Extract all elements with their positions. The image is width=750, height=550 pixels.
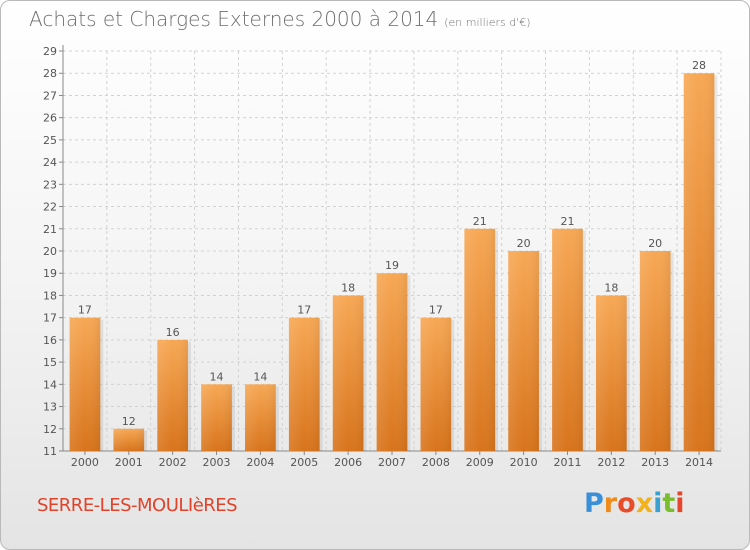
logo-letter: x bbox=[635, 488, 654, 519]
x-tick-label: 2008 bbox=[422, 456, 450, 469]
data-label: 21 bbox=[560, 215, 574, 228]
x-tick-label: 2013 bbox=[641, 456, 669, 469]
y-tick-label: 19 bbox=[43, 267, 57, 280]
data-label: 17 bbox=[429, 304, 443, 317]
data-label: 17 bbox=[297, 304, 311, 317]
x-tick-label: 2014 bbox=[685, 456, 713, 469]
bar-shine bbox=[245, 384, 276, 451]
x-tick-label: 2009 bbox=[466, 456, 494, 469]
data-label: 28 bbox=[692, 59, 706, 72]
y-tick-label: 28 bbox=[43, 67, 57, 80]
logo-letter: P bbox=[584, 488, 604, 519]
data-label: 17 bbox=[78, 304, 92, 317]
y-tick-label: 24 bbox=[43, 156, 57, 169]
x-tick-label: 2004 bbox=[246, 456, 274, 469]
y-tick-label: 26 bbox=[43, 112, 57, 125]
y-tick-label: 12 bbox=[43, 423, 57, 436]
data-label: 21 bbox=[473, 215, 487, 228]
bar-shine bbox=[420, 317, 452, 451]
y-tick-label: 14 bbox=[43, 378, 57, 391]
x-tick-label: 2012 bbox=[597, 456, 625, 469]
y-tick-label: 20 bbox=[43, 245, 57, 258]
bar-shine bbox=[288, 317, 320, 451]
x-tick-label: 2000 bbox=[71, 456, 99, 469]
y-tick-label: 25 bbox=[43, 134, 57, 147]
x-tick-label: 2007 bbox=[378, 456, 406, 469]
labels-layer: 17 2000 12 2001 16 2002 14 2003 14 2004 17 2005 18 20… bbox=[71, 59, 713, 469]
y-tick-label: 29 bbox=[43, 45, 57, 58]
chart-subtitle: (en milliers d'€) bbox=[444, 16, 531, 29]
y-tick-label: 21 bbox=[43, 223, 57, 236]
y-tick-label: 17 bbox=[43, 312, 57, 325]
x-tick-label: 2005 bbox=[290, 456, 318, 469]
logo-letter: o bbox=[617, 488, 636, 519]
x-tick-label: 2006 bbox=[334, 456, 362, 469]
data-label: 20 bbox=[517, 237, 531, 250]
x-tick-label: 2011 bbox=[553, 456, 581, 469]
y-tick-label: 16 bbox=[43, 334, 57, 347]
y-tick-label: 11 bbox=[43, 445, 57, 458]
data-label: 19 bbox=[385, 259, 399, 272]
y-tick-label: 22 bbox=[43, 201, 57, 214]
bar-shine bbox=[332, 295, 364, 451]
x-tick-label: 2002 bbox=[159, 456, 187, 469]
data-label: 14 bbox=[253, 370, 267, 383]
bar-shine bbox=[683, 73, 715, 451]
logo-letter: i bbox=[653, 488, 663, 519]
y-tick-label: 18 bbox=[43, 289, 57, 302]
bar-shine bbox=[201, 384, 232, 451]
chart-title: Achats et Charges Externes 2000 à 2014 (e… bbox=[29, 7, 531, 31]
data-label: 20 bbox=[648, 237, 662, 250]
proxiti-logo: Proxiti bbox=[584, 488, 685, 519]
data-label: 18 bbox=[604, 281, 618, 294]
town-name: SERRE-LES-MOULIèRES bbox=[37, 495, 238, 516]
chart-title-text: Achats et Charges Externes 2000 à 2014 bbox=[29, 7, 439, 31]
bar-shine bbox=[464, 228, 496, 451]
bar-shine bbox=[157, 339, 189, 451]
y-tick-label: 27 bbox=[43, 89, 57, 102]
bar-shine bbox=[69, 317, 101, 451]
y-tick-label: 23 bbox=[43, 178, 57, 191]
data-label: 18 bbox=[341, 281, 355, 294]
x-tick-label: 2001 bbox=[115, 456, 143, 469]
logo-letter: i bbox=[675, 488, 685, 519]
bar-shine bbox=[508, 251, 539, 451]
data-label: 14 bbox=[210, 370, 224, 383]
logo-letter: r bbox=[603, 488, 618, 519]
y-tick-label: 13 bbox=[43, 401, 57, 414]
x-tick-label: 2010 bbox=[510, 456, 538, 469]
y-tick-label: 15 bbox=[43, 356, 57, 369]
bar-shine bbox=[376, 273, 408, 451]
x-tick-label: 2003 bbox=[203, 456, 231, 469]
bar-shine bbox=[595, 295, 627, 451]
bar-shine bbox=[113, 428, 145, 451]
data-label: 16 bbox=[166, 326, 180, 339]
bars-layer bbox=[69, 73, 718, 451]
data-label: 12 bbox=[122, 415, 136, 428]
logo-letter: t bbox=[662, 488, 676, 519]
bar-shine bbox=[639, 251, 671, 451]
bar-shine bbox=[552, 228, 583, 451]
